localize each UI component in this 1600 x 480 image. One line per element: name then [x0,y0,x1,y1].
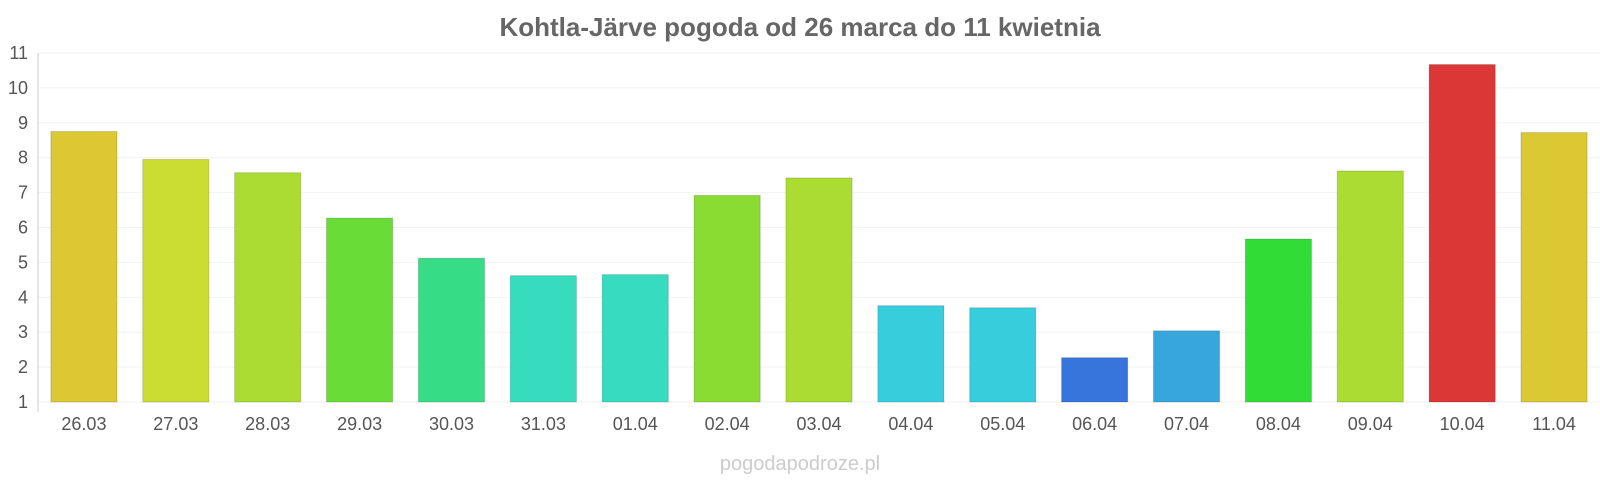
y-tick-label: 5 [18,252,28,272]
bar [693,194,761,403]
x-tick-label: 04.04 [888,414,933,434]
bar [326,217,394,403]
bar [969,307,1037,403]
y-tick-label: 9 [18,113,28,133]
y-tick-label: 10 [8,78,28,98]
bar [509,275,577,403]
x-tick-label: 31.03 [521,414,566,434]
x-tick-label: 05.04 [980,414,1025,434]
x-axis-ticks: 26.03 27.03 28.03 29.03 30.03 31.03 01.04 02.04… [61,414,1576,434]
y-tick-label: 7 [18,183,28,203]
y-tick-label: 3 [18,322,28,342]
x-tick-label: 08.04 [1256,414,1301,434]
x-tick-label: 07.04 [1164,414,1209,434]
y-tick-label: 4 [18,287,28,307]
x-tick-label: 01.04 [613,414,658,434]
y-tick-label: 6 [18,218,28,238]
x-tick-label: 09.04 [1348,414,1393,434]
bar [417,257,486,403]
x-tick-label: 30.03 [429,414,474,434]
bar [785,177,853,403]
x-tick-label: 02.04 [705,414,750,434]
x-tick-label: 03.04 [796,414,841,434]
bar [1336,170,1404,403]
bar [50,131,118,403]
chart-title: Kohtla-Järve pogoda od 26 marca do 11 kw… [499,12,1101,42]
x-tick-label: 10.04 [1440,414,1485,434]
x-tick-label: 28.03 [245,414,290,434]
y-tick-label: 2 [18,357,28,377]
y-tick-label: 8 [18,148,28,168]
y-tick-label: 11 [9,43,28,63]
bar [1428,64,1496,403]
bar [1244,238,1312,403]
x-tick-label: 27.03 [153,414,198,434]
bar [1152,330,1221,403]
y-axis-ticks: 1 2 3 4 5 6 7 8 9 10 11 [8,43,28,412]
x-tick-label: 11.04 [1532,414,1576,434]
x-tick-label: 06.04 [1072,414,1117,434]
x-tick-label: 29.03 [337,414,382,434]
bar [877,305,945,403]
x-tick-label: 26.03 [61,414,106,434]
watermark-text: pogodapodroze.pl [720,453,880,475]
bar [1061,357,1129,403]
bar [234,172,302,403]
bar [142,158,210,403]
y-tick-label: 1 [18,392,28,412]
bar [1520,132,1588,403]
bar [601,274,669,403]
bars [50,64,1588,403]
